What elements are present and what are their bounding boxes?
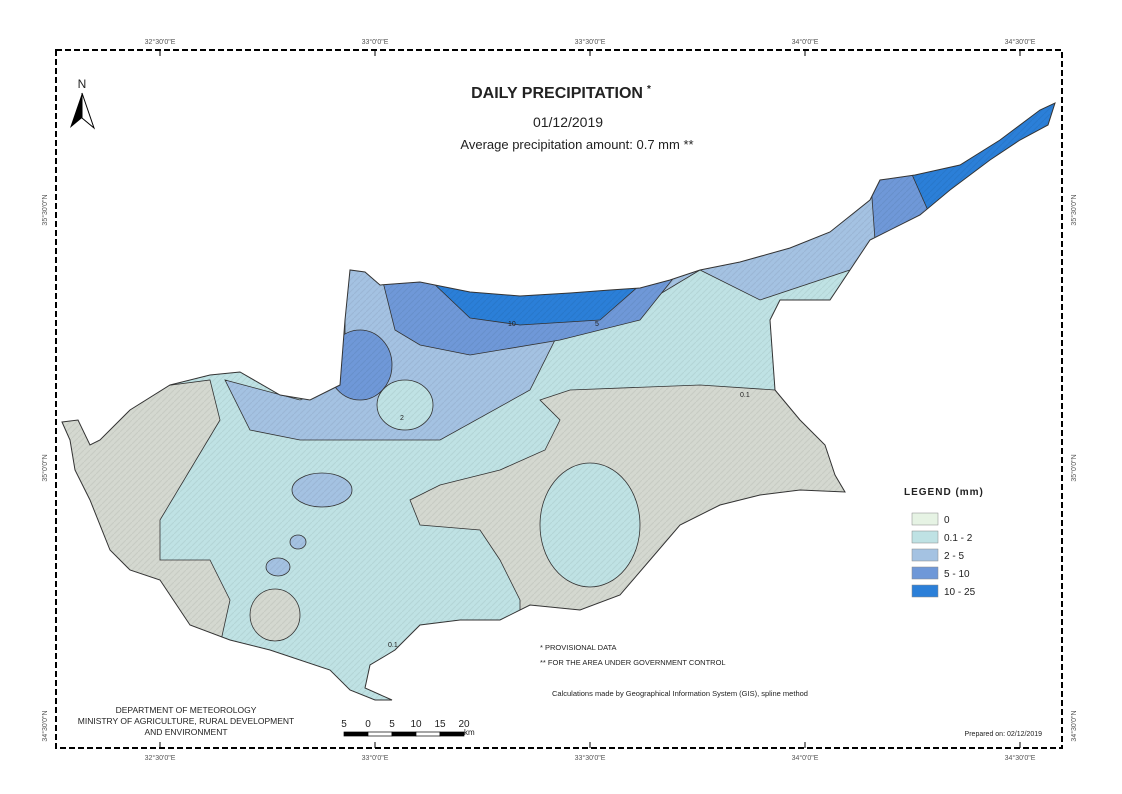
title: DAILY PRECIPITATION *: [471, 84, 651, 102]
coord-label: 34°0'0"E: [792, 38, 819, 46]
coord-label: 33°0'0"E: [362, 38, 389, 46]
north-arrow: N: [70, 77, 96, 130]
subtitle: Average precipitation amount: 0.7 mm **: [460, 137, 693, 152]
coord-label: 34°30'0"N: [41, 710, 49, 741]
coord-label: 32°30'0"E: [145, 38, 176, 46]
legend-label: 5 - 10: [944, 569, 970, 580]
scale-label: 20: [458, 719, 470, 730]
legend-swatch: [911, 584, 939, 598]
scale-segment: [415, 731, 441, 737]
scale-label: 0: [365, 719, 371, 730]
coord-label: 35°30'0"N: [1070, 194, 1078, 225]
scale-label: 5: [389, 719, 395, 730]
legend-title: LEGEND (mm): [904, 487, 984, 498]
contour-label: 0.1: [740, 392, 750, 399]
contour-label: 0.1: [388, 642, 398, 649]
scale-segment: [343, 731, 369, 737]
coord-label: 34°30'0"N: [1070, 710, 1078, 741]
legend-label: 0: [944, 515, 950, 526]
legend-label: 0.1 - 2: [944, 533, 973, 544]
coord-label: 34°30'0"E: [1005, 38, 1036, 46]
date: 01/12/2019: [533, 114, 603, 130]
coordinates: 32°30'0"E 32°30'0"E 33°0'0"E 33°0'0"E 33°30'…: [41, 38, 1078, 762]
method-note: Calculations made by Geographical Inform…: [552, 689, 808, 698]
coord-label: 35°30'0"N: [41, 194, 49, 225]
scale-label: 15: [434, 719, 446, 730]
coord-label: 35°0'0"N: [1070, 454, 1078, 481]
prepared-date: Prepared on: 02/12/2019: [965, 731, 1043, 738]
legend-swatch: [911, 512, 939, 526]
coord-label: 35°0'0"N: [41, 454, 49, 481]
legend-label: 10 - 25: [944, 587, 976, 598]
title-mark: *: [647, 84, 651, 95]
coord-label: 33°0'0"E: [362, 754, 389, 762]
note: ** FOR THE AREA UNDER GOVERNMENT CONTROL: [540, 658, 726, 667]
legend-label: 2 - 5: [944, 551, 964, 562]
note: * PROVISIONAL DATA: [540, 643, 617, 652]
coord-label: 34°0'0"E: [792, 754, 819, 762]
coord-label: 32°30'0"E: [145, 754, 176, 762]
scale-unit: km: [464, 728, 475, 737]
legend: LEGEND (mm) 0 0.1 - 2 2 - 5 5 - 10 10 - 25: [904, 487, 984, 598]
scale-segment: [367, 731, 393, 737]
department: DEPARTMENT OF METEOROLOGY: [116, 705, 257, 715]
coord-label: 34°30'0"E: [1005, 754, 1036, 762]
frame: [55, 49, 1063, 749]
scale-segment: [391, 731, 417, 737]
scale-segment: [439, 731, 465, 737]
coord-label: 33°30'0"E: [575, 754, 606, 762]
scale-label: 10: [410, 719, 422, 730]
north-label: N: [78, 77, 87, 91]
scale-label: 5: [341, 719, 347, 730]
contour-label: 2: [400, 415, 404, 422]
contour-label: 5: [595, 321, 599, 328]
coord-label: 33°30'0"E: [575, 38, 606, 46]
department: MINISTRY OF AGRICULTURE, RURAL DEVELOPME…: [78, 716, 294, 726]
legend-swatch: [911, 530, 939, 544]
department: AND ENVIRONMENT: [144, 727, 227, 737]
contour-label: 10: [508, 321, 516, 328]
legend-swatch: [911, 548, 939, 562]
title-text: DAILY PRECIPITATION: [471, 85, 643, 102]
legend-swatch: [911, 566, 939, 580]
